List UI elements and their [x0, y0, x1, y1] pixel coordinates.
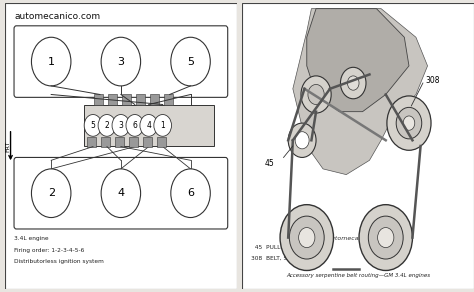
Circle shape [101, 169, 141, 218]
Polygon shape [293, 9, 428, 175]
Circle shape [396, 107, 422, 139]
Bar [136, 95, 145, 105]
Text: 5: 5 [91, 121, 95, 130]
Text: automecanico.com: automecanico.com [14, 11, 100, 20]
Text: 308: 308 [425, 76, 440, 85]
Polygon shape [307, 9, 409, 112]
Text: 4: 4 [117, 188, 125, 198]
Text: 2: 2 [105, 121, 109, 130]
Circle shape [140, 114, 157, 136]
Circle shape [359, 205, 412, 270]
Text: 308  BELT, SERPETINE: 308 BELT, SERPETINE [251, 256, 316, 261]
Circle shape [378, 227, 394, 248]
Text: 2: 2 [47, 188, 55, 198]
Text: 6: 6 [132, 121, 137, 130]
Circle shape [101, 37, 141, 86]
Text: 45  PULLEY, IDLER: 45 PULLEY, IDLER [251, 245, 309, 250]
Circle shape [280, 205, 334, 270]
Circle shape [347, 76, 359, 90]
Circle shape [295, 132, 309, 149]
Text: 1: 1 [48, 57, 55, 67]
Circle shape [403, 116, 415, 130]
Circle shape [308, 84, 324, 105]
Bar [108, 95, 118, 105]
Bar [164, 95, 173, 105]
Circle shape [154, 114, 172, 136]
Bar [129, 137, 138, 147]
Bar [115, 137, 124, 147]
Bar [157, 137, 166, 147]
FancyBboxPatch shape [14, 157, 228, 229]
Bar [84, 105, 214, 146]
Bar [94, 95, 103, 105]
Circle shape [126, 114, 144, 136]
Circle shape [368, 216, 403, 259]
Circle shape [171, 169, 210, 218]
Circle shape [31, 169, 71, 218]
Bar [122, 95, 131, 105]
Circle shape [301, 76, 331, 113]
Bar [143, 137, 152, 147]
Text: 3: 3 [118, 121, 123, 130]
Circle shape [112, 114, 130, 136]
Text: 4: 4 [146, 121, 151, 130]
Circle shape [84, 114, 102, 136]
Text: 3: 3 [118, 57, 124, 67]
Text: FRT: FRT [6, 140, 11, 152]
Text: Distributorless ignition system: Distributorless ignition system [14, 259, 104, 264]
Text: automecanico.com: automecanico.com [328, 236, 388, 241]
Circle shape [340, 67, 366, 99]
Text: Accessory serpentine belt routing—GM 3.4L engines: Accessory serpentine belt routing—GM 3.4… [286, 273, 430, 278]
Text: 3.4L engine: 3.4L engine [14, 236, 49, 241]
Circle shape [289, 216, 324, 259]
Text: Firing order: 1-2-3-4-5-6: Firing order: 1-2-3-4-5-6 [14, 248, 84, 253]
Circle shape [387, 96, 431, 150]
Circle shape [98, 114, 116, 136]
Circle shape [288, 123, 316, 157]
Circle shape [171, 37, 210, 86]
FancyBboxPatch shape [14, 26, 228, 97]
Bar [150, 95, 159, 105]
Bar [87, 137, 97, 147]
Circle shape [299, 227, 315, 248]
Text: 6: 6 [187, 188, 194, 198]
Text: 1: 1 [160, 121, 165, 130]
Bar [101, 137, 110, 147]
Text: 45: 45 [265, 159, 275, 168]
Circle shape [31, 37, 71, 86]
Text: 5: 5 [187, 57, 194, 67]
